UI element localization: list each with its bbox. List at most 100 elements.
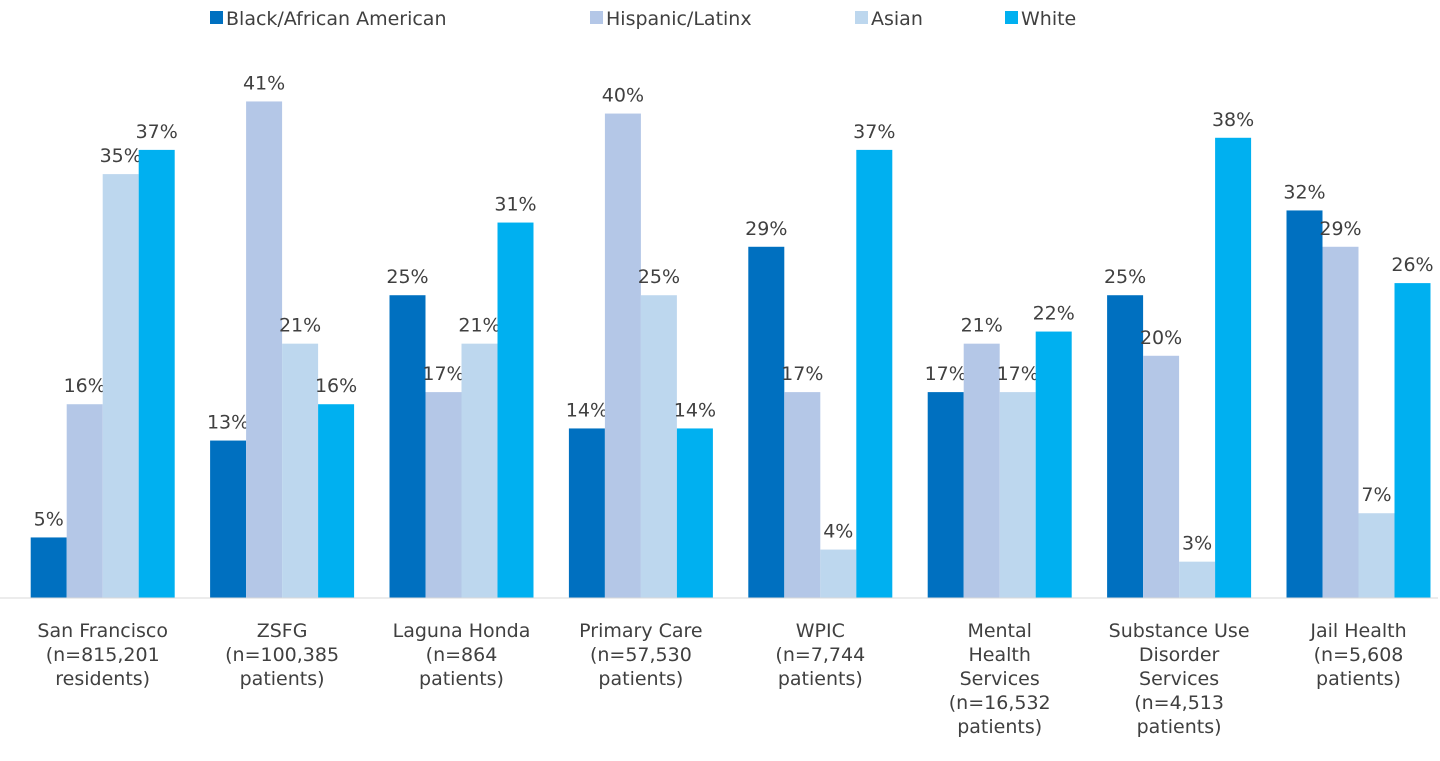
bar [425, 392, 462, 598]
bar [927, 392, 964, 598]
bar [820, 549, 857, 598]
bar [1179, 561, 1216, 598]
data-label: 13% [207, 412, 249, 434]
bar [604, 113, 641, 599]
x-tick-label: Health [969, 644, 1031, 666]
x-tick-label: residents) [55, 668, 150, 690]
x-tick-label: Mental [967, 620, 1032, 642]
bar [210, 440, 247, 598]
data-label: 21% [279, 315, 321, 337]
legend-swatch [855, 11, 868, 24]
x-tick-label: (n=864 [426, 644, 498, 666]
x-tick-label: (n=5,608 [1314, 644, 1404, 666]
x-tick-label: ZSFG [257, 620, 308, 642]
legend-label: White [1021, 8, 1076, 30]
data-label: 21% [458, 315, 500, 337]
bar [1358, 513, 1395, 598]
data-label: 22% [1033, 303, 1075, 325]
data-label: 4% [823, 521, 853, 543]
bar [497, 222, 534, 599]
data-label: 25% [638, 266, 680, 288]
x-tick-label: patients) [1137, 716, 1222, 738]
data-label: 14% [674, 399, 716, 421]
bar [856, 149, 893, 598]
data-label: 37% [136, 121, 178, 143]
data-label: 29% [1319, 218, 1361, 240]
data-label: 32% [1283, 181, 1325, 203]
x-tick-label: patients) [419, 668, 504, 690]
bar [246, 101, 283, 598]
legend-swatch [210, 11, 223, 24]
legend-label: Black/African American [226, 8, 447, 30]
bar [999, 392, 1036, 598]
x-tick-label: Services [960, 668, 1040, 690]
data-label: 16% [64, 375, 106, 397]
data-label: 16% [315, 375, 357, 397]
bar [1322, 246, 1359, 598]
bar [748, 246, 785, 598]
bar [66, 404, 103, 598]
data-label: 29% [745, 218, 787, 240]
data-label: 21% [961, 315, 1003, 337]
bar [963, 343, 1000, 598]
bar [1394, 283, 1431, 598]
x-tick-label: (n=16,532 [949, 692, 1051, 714]
bar [138, 149, 175, 598]
legend-label: Hispanic/Latinx [606, 8, 752, 30]
bar [282, 343, 319, 598]
bar [640, 295, 677, 598]
data-label: 7% [1361, 484, 1391, 506]
x-tick-label: patients) [598, 668, 683, 690]
data-label: 17% [422, 363, 464, 385]
x-tick-label: Services [1139, 668, 1219, 690]
x-tick-label: patients) [957, 716, 1042, 738]
data-label: 40% [602, 85, 644, 107]
bar [676, 428, 713, 598]
bar [568, 428, 605, 598]
bar [389, 295, 426, 598]
x-tick-label: (n=815,201 [46, 644, 160, 666]
x-tick-label: (n=7,744 [775, 644, 865, 666]
data-label: 17% [925, 363, 967, 385]
x-tick-label: Primary Care [579, 620, 702, 642]
data-label: 35% [100, 145, 142, 167]
data-label: 20% [1140, 327, 1182, 349]
bar [102, 174, 139, 598]
data-label: 17% [997, 363, 1039, 385]
legend-label: Asian [871, 8, 923, 30]
bar [461, 343, 498, 598]
x-tick-label: (n=57,530 [590, 644, 692, 666]
x-tick-label: patients) [1316, 668, 1401, 690]
data-label: 5% [34, 508, 64, 530]
bar [784, 392, 821, 598]
x-tick-label: (n=100,385 [225, 644, 339, 666]
x-tick-label: Laguna Honda [393, 620, 531, 642]
bar [1107, 295, 1144, 598]
bar [1286, 210, 1323, 598]
data-label: 38% [1212, 109, 1254, 131]
x-tick-label: (n=4,513 [1134, 692, 1224, 714]
legend-swatch [1005, 11, 1018, 24]
data-label: 25% [386, 266, 428, 288]
bar [1143, 355, 1180, 598]
data-label: 3% [1182, 533, 1212, 555]
x-tick-label: Disorder [1139, 644, 1220, 666]
bar [318, 404, 355, 598]
bar [1035, 331, 1072, 598]
data-label: 26% [1391, 254, 1433, 276]
data-label: 37% [853, 121, 895, 143]
bar [30, 537, 67, 598]
x-tick-label: patients) [778, 668, 863, 690]
data-label: 41% [243, 72, 285, 94]
data-label: 17% [781, 363, 823, 385]
data-label: 31% [494, 194, 536, 216]
x-tick-label: San Francisco [37, 620, 168, 642]
data-label: 14% [566, 399, 608, 421]
x-tick-label: Substance Use [1109, 620, 1250, 642]
x-tick-label: patients) [240, 668, 325, 690]
bar [1215, 137, 1252, 598]
x-tick-label: WPIC [796, 620, 845, 642]
legend-swatch [590, 11, 603, 24]
data-label: 25% [1104, 266, 1146, 288]
